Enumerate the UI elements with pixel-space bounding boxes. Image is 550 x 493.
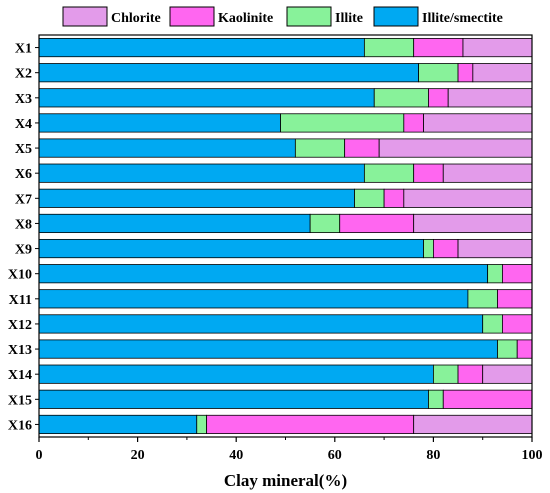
legend-label-kaolinite: Kaolinite bbox=[218, 11, 273, 26]
bar-x16-kaolinite bbox=[206, 414, 415, 435]
bar-x7-illite-smectite bbox=[38, 188, 355, 208]
x-tick-label: 100 bbox=[522, 448, 543, 463]
bar-x5-chlorite bbox=[378, 138, 533, 158]
legend-swatch-illite bbox=[286, 6, 332, 27]
bar-x9-illite-smectite bbox=[38, 238, 424, 259]
bar-x9-illite bbox=[423, 238, 434, 259]
bar-x10-illite-smectite bbox=[38, 264, 489, 284]
legend-swatch-illite-smectite bbox=[373, 6, 419, 27]
bar-x14-illite bbox=[432, 364, 459, 384]
bar-x7-chlorite bbox=[403, 188, 533, 208]
y-tick-label: X10 bbox=[8, 268, 32, 283]
bar-x2-chlorite bbox=[472, 63, 533, 83]
bar-x4-kaolinite bbox=[403, 113, 424, 133]
bar-x11-illite-smectite bbox=[38, 289, 469, 309]
y-tick-label: X6 bbox=[15, 167, 32, 182]
bar-x12-kaolinite bbox=[502, 314, 533, 334]
bar-x12-illite-smectite bbox=[38, 314, 484, 334]
axes: X1 X2 X3 X4 X5 X6 X7 X8 X9 X10 X11 X12 X13 X14 X15 X16 0… bbox=[8, 34, 543, 463]
bar-x13-illite bbox=[497, 339, 518, 359]
x-tick-label: 40 bbox=[229, 448, 243, 463]
bar-x14-chlorite bbox=[482, 364, 533, 384]
bar-x7-kaolinite bbox=[383, 188, 405, 208]
bar-x6-kaolinite bbox=[413, 163, 444, 183]
bar-x1-illite bbox=[363, 37, 415, 58]
bar-x3-kaolinite bbox=[428, 88, 449, 108]
bar-x14-kaolinite bbox=[457, 364, 484, 384]
x-tick-label: 0 bbox=[36, 448, 43, 463]
bar-x4-chlorite bbox=[423, 113, 533, 133]
bar-x8-illite-smectite bbox=[38, 213, 311, 234]
bar-x10-illite bbox=[487, 264, 503, 284]
legend-swatch-chlorite bbox=[62, 6, 108, 27]
legend-label-illite-smectite: Illite/smectite bbox=[422, 11, 503, 26]
bar-x9-kaolinite bbox=[432, 238, 459, 259]
bar-x12-illite bbox=[482, 314, 503, 334]
y-tick-label: X15 bbox=[8, 393, 32, 408]
bar-x5-illite-smectite bbox=[38, 138, 296, 158]
y-tick-label: X14 bbox=[8, 368, 32, 383]
x-axis-title: Clay mineral(%) bbox=[224, 471, 347, 490]
y-tick-label: X9 bbox=[15, 243, 32, 258]
bar-x2-illite bbox=[418, 63, 459, 83]
bar-x2-kaolinite bbox=[457, 63, 474, 83]
bar-x6-illite-smectite bbox=[38, 163, 365, 183]
bar-x3-illite bbox=[373, 88, 429, 108]
bar-x1-chlorite bbox=[462, 37, 533, 58]
bar-x4-illite bbox=[280, 113, 405, 133]
bar-x7-illite bbox=[354, 188, 385, 208]
bar-x8-kaolinite bbox=[339, 213, 415, 234]
legend-swatch-kaolinite bbox=[169, 6, 215, 27]
y-tick-label: X7 bbox=[15, 192, 32, 207]
y-tick-label: X2 bbox=[15, 67, 32, 82]
x-tick-label: 60 bbox=[328, 448, 342, 463]
bar-x16-chlorite bbox=[413, 414, 533, 435]
bar-x15-kaolinite bbox=[442, 389, 533, 409]
bar-x15-illite-smectite bbox=[38, 389, 429, 409]
bar-x13-kaolinite bbox=[516, 339, 533, 359]
y-tick-label: X16 bbox=[8, 418, 32, 433]
bar-x2-illite-smectite bbox=[38, 63, 420, 83]
x-tick-label: 20 bbox=[131, 448, 145, 463]
bar-x6-illite bbox=[363, 163, 415, 183]
bar-x16-illite-smectite bbox=[38, 414, 198, 435]
bar-x8-chlorite bbox=[413, 213, 533, 234]
bar-x3-chlorite bbox=[447, 88, 533, 108]
y-tick-label: X13 bbox=[8, 343, 32, 358]
legend: Chlorite Kaolinite Illite Illite/smectite bbox=[62, 6, 503, 27]
bar-x9-chlorite bbox=[457, 238, 533, 259]
bar-x13-illite-smectite bbox=[38, 339, 498, 359]
y-tick-label: X1 bbox=[15, 42, 32, 57]
bar-x16-illite bbox=[196, 414, 208, 435]
bar-x1-kaolinite bbox=[413, 37, 464, 58]
bar-x5-kaolinite bbox=[344, 138, 380, 158]
bar-x15-illite bbox=[428, 389, 444, 409]
legend-label-illite: Illite bbox=[335, 11, 363, 26]
bar-x14-illite-smectite bbox=[38, 364, 434, 384]
y-tick-label: X8 bbox=[15, 217, 32, 232]
bar-x11-kaolinite bbox=[497, 289, 533, 309]
y-tick-label: X4 bbox=[15, 117, 32, 132]
bar-x11-illite bbox=[467, 289, 498, 309]
y-tick-label: X5 bbox=[15, 142, 32, 157]
bar-x4-illite-smectite bbox=[38, 113, 281, 133]
y-tick-label: X12 bbox=[8, 318, 32, 333]
x-tick-label: 80 bbox=[426, 448, 440, 463]
bar-x6-chlorite bbox=[442, 163, 533, 183]
bar-x5-illite bbox=[294, 138, 346, 158]
bar-x10-kaolinite bbox=[502, 264, 533, 284]
y-tick-label: X3 bbox=[15, 92, 32, 107]
bar-x8-illite bbox=[309, 213, 341, 234]
legend-label-chlorite: Chlorite bbox=[111, 11, 161, 26]
bar-x1-illite-smectite bbox=[38, 37, 365, 58]
y-tick-label: X11 bbox=[9, 293, 32, 308]
bar-x3-illite-smectite bbox=[38, 88, 375, 108]
bars bbox=[38, 37, 533, 435]
